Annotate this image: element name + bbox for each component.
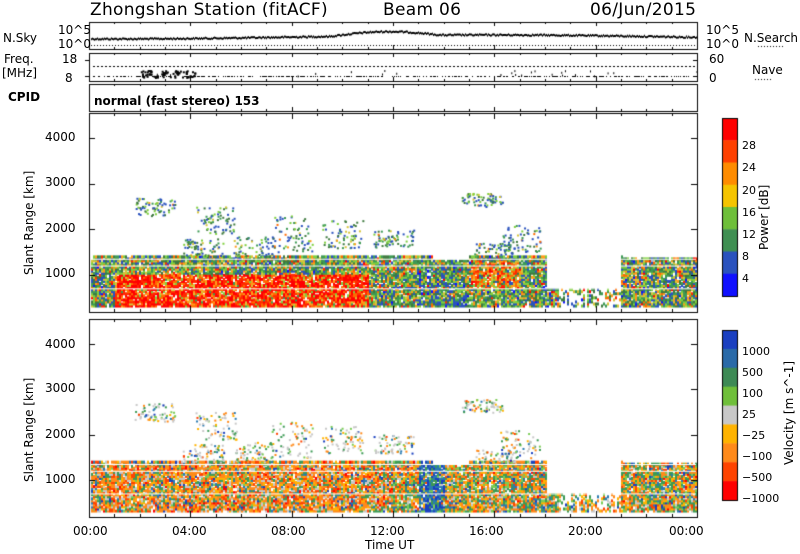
date-label: 06/Jun/2015	[590, 0, 697, 20]
xtick-0800: 08:00	[271, 524, 306, 538]
nsky-label: N.Sky	[3, 31, 38, 45]
power-ytick-3000: 3000	[45, 175, 76, 189]
xtick-1600: 16:00	[469, 524, 504, 538]
xtick-2000: 20:00	[568, 524, 603, 538]
nsky-lo-tick: 10^0	[58, 37, 91, 51]
xtick-2400: 00:00	[669, 524, 704, 538]
power-cbar-title: Power [dB]	[757, 184, 771, 250]
chart-title: Zhongshan Station (fitACF)	[90, 0, 328, 20]
xlabel: Time UT	[365, 538, 415, 552]
vel-cbar-m100: −100	[742, 450, 773, 463]
freq-label: Freq.	[4, 52, 34, 66]
nsearch-hi-tick: 10^5	[706, 23, 739, 37]
nsky-hi-tick: 10^5	[58, 23, 91, 37]
power-cbar-8: 8	[742, 250, 749, 263]
power-ytick-4000: 4000	[45, 130, 76, 144]
nsearch-lo-tick: 10^0	[706, 37, 739, 51]
nave-hi-tick: 60	[709, 52, 725, 66]
power-ytick-2000: 2000	[45, 221, 76, 235]
cpid-label: CPID	[8, 90, 41, 104]
nsearch-label: N.Search	[744, 31, 799, 45]
vel-cbar-title: Velocity [m s^-1]	[782, 360, 796, 465]
power-cbar-20: 20	[742, 184, 756, 197]
vel-cbar-m1000: −1000	[742, 492, 780, 505]
freq-lo-tick: 8	[65, 71, 73, 85]
xtick-1200: 12:00	[370, 524, 405, 538]
vel-cbar-1000: 1000	[742, 345, 770, 358]
vel-cbar-100: 100	[742, 387, 763, 400]
vel-ytick-2000: 2000	[45, 427, 76, 441]
vel-cbar-500: 500	[742, 366, 763, 379]
power-cbar-28: 28	[742, 139, 756, 152]
beam-label: Beam 06	[383, 0, 462, 20]
vel-ylabel: Slant Range [km]	[22, 377, 36, 482]
power-cbar-12: 12	[742, 228, 756, 241]
power-ylabel: Slant Range [km]	[22, 170, 36, 275]
xtick-0400: 04:00	[172, 524, 207, 538]
power-cbar-16: 16	[742, 206, 756, 219]
vel-cbar-25: 25	[742, 408, 756, 421]
power-ytick-1000: 1000	[45, 266, 76, 280]
power-cbar-24: 24	[742, 161, 756, 174]
vel-ytick-1000: 1000	[45, 472, 76, 486]
nave-label: Nave	[752, 63, 783, 77]
vel-ytick-4000: 4000	[45, 337, 76, 351]
power-cbar-4: 4	[742, 272, 749, 285]
nave-lo-tick: 0	[709, 71, 717, 85]
vel-cbar-m500: −500	[742, 471, 773, 484]
freq-unit: [MHz]	[2, 66, 38, 80]
vel-cbar-m25: −25	[742, 429, 766, 442]
xtick-0000: 00:00	[73, 524, 108, 538]
freq-hi-tick: 18	[62, 52, 78, 66]
cpid-text: normal (fast stereo) 153	[94, 94, 260, 108]
vel-ytick-3000: 3000	[45, 381, 76, 395]
